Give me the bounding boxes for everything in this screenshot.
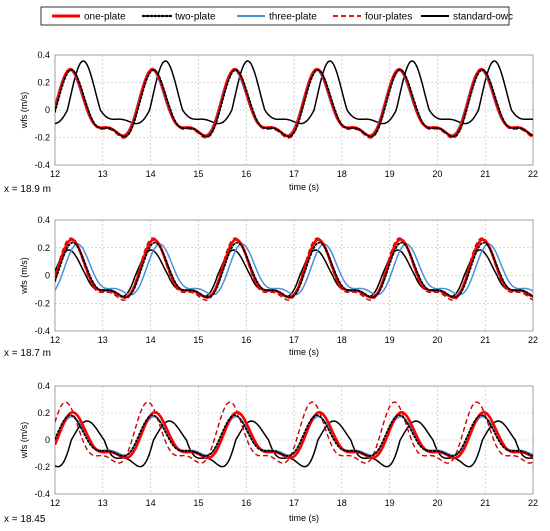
- gridlines: [55, 220, 533, 331]
- x-tick-label: 22: [528, 169, 538, 179]
- x-axis-label: time (s): [289, 513, 319, 523]
- chart-panel-2: 12 13 14 15 16 17 18 19 20 21 22 0.4 0.2 0 -0.2 -0.4 tim…: [4, 215, 538, 359]
- y-tick-label: 0: [45, 271, 50, 281]
- x-tick-label: 21: [480, 498, 490, 508]
- x-tick-label: 14: [146, 335, 156, 345]
- probe-position-label: x = 18.9 m: [4, 184, 51, 195]
- legend-label: standard-owc: [453, 12, 513, 23]
- x-tick-label: 21: [480, 169, 490, 179]
- x-tick-label: 19: [385, 498, 395, 508]
- legend-entry-two-plate: two-plate: [141, 12, 216, 23]
- legend-label: one-plate: [84, 12, 126, 23]
- x-tick-label: 12: [50, 169, 60, 179]
- x-tick-label: 14: [146, 169, 156, 179]
- y-tick-label: -0.2: [34, 298, 50, 308]
- legend-entry-four-plates: four-plates: [333, 12, 412, 23]
- x-axis-label: time (s): [289, 347, 319, 357]
- chart-panel-1: 12 13 14 15 16 17 18 19 20 21 22 0.4 0.2 0 -0.2 -0.4 tim…: [4, 50, 538, 195]
- x-tick-label: 16: [241, 169, 251, 179]
- x-tick-label: 13: [98, 498, 108, 508]
- chart-panels: 12 13 14 15 16 17 18 19 20 21 22 0.4 0.2 0 -0.2 -0.4 tim…: [4, 50, 538, 525]
- y-tick-label: 0.2: [37, 408, 50, 418]
- x-tick-label: 20: [432, 169, 442, 179]
- probe-position-label: x = 18.7 m: [4, 348, 51, 359]
- y-tick-label: 0: [45, 435, 50, 445]
- series-line-two-plate: [55, 69, 533, 138]
- legend-entry-standard-owc: standard-owc: [421, 12, 513, 23]
- x-tick-label: 21: [480, 335, 490, 345]
- x-tick-label: 22: [528, 498, 538, 508]
- x-tick-label: 15: [193, 335, 203, 345]
- series-line-one-plate: [55, 67, 533, 138]
- chart-panel-3: 12 13 14 15 16 17 18 19 20 21 22 0.4 0.2 0 -0.2 -0.4 tim…: [4, 381, 538, 525]
- x-tick-label: 12: [50, 335, 60, 345]
- legend-entry-three-plate: three-plate: [237, 12, 317, 23]
- x-tick-label: 17: [289, 169, 299, 179]
- gridlines: [55, 386, 533, 494]
- series-line-two-plate: [55, 241, 533, 299]
- y-axis-label: wfs (m/s): [19, 257, 29, 295]
- x-tick-label: 22: [528, 335, 538, 345]
- y-tick-label: 0.2: [37, 78, 50, 88]
- x-tick-label: 15: [193, 169, 203, 179]
- y-tick-label: 0.4: [37, 381, 50, 391]
- x-tick-label: 15: [193, 498, 203, 508]
- y-tick-label: -0.2: [34, 133, 50, 143]
- y-tick-label: 0.4: [37, 215, 50, 225]
- y-tick-label: 0.2: [37, 243, 50, 253]
- x-tick-label: 16: [241, 335, 251, 345]
- y-tick-label: -0.2: [34, 462, 50, 472]
- x-tick-label: 18: [337, 498, 347, 508]
- legend-label: three-plate: [269, 12, 317, 23]
- x-tick-label: 14: [146, 498, 156, 508]
- series-line-two-plate: [55, 414, 533, 457]
- series-line-standard-owc: [55, 249, 533, 298]
- legend-entry-one-plate: one-plate: [52, 12, 126, 23]
- y-axis-label: wfs (m/s): [19, 422, 29, 460]
- y-tick-label: -0.4: [34, 326, 50, 336]
- x-tick-label: 20: [432, 335, 442, 345]
- y-tick-label: -0.4: [34, 160, 50, 170]
- legend: one-plate two-plate three-plate four-plates…: [40, 6, 513, 26]
- legend-label: four-plates: [365, 12, 412, 23]
- y-tick-label: -0.4: [34, 489, 50, 499]
- x-tick-label: 13: [98, 169, 108, 179]
- x-tick-label: 18: [337, 169, 347, 179]
- x-tick-label: 16: [241, 498, 251, 508]
- x-tick-label: 19: [385, 335, 395, 345]
- x-tick-label: 19: [385, 169, 395, 179]
- x-tick-label: 13: [98, 335, 108, 345]
- y-tick-label: 0: [45, 105, 50, 115]
- legend-frame: [40, 6, 510, 26]
- legend-label: two-plate: [175, 12, 216, 23]
- x-tick-label: 18: [337, 335, 347, 345]
- series-line-one-plate: [55, 411, 533, 460]
- x-axis-label: time (s): [289, 182, 319, 192]
- x-tick-label: 17: [289, 498, 299, 508]
- y-axis-label: wfs (m/s): [19, 92, 29, 130]
- x-tick-label: 20: [432, 498, 442, 508]
- probe-position-label: x = 18.45: [4, 514, 46, 525]
- y-tick-label: 0.4: [37, 50, 50, 60]
- x-tick-label: 12: [50, 498, 60, 508]
- x-tick-label: 17: [289, 335, 299, 345]
